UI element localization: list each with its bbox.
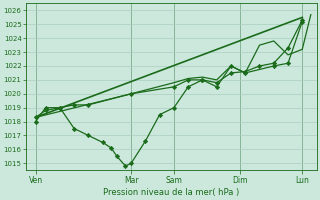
- X-axis label: Pression niveau de la mer( hPa ): Pression niveau de la mer( hPa ): [103, 188, 239, 197]
